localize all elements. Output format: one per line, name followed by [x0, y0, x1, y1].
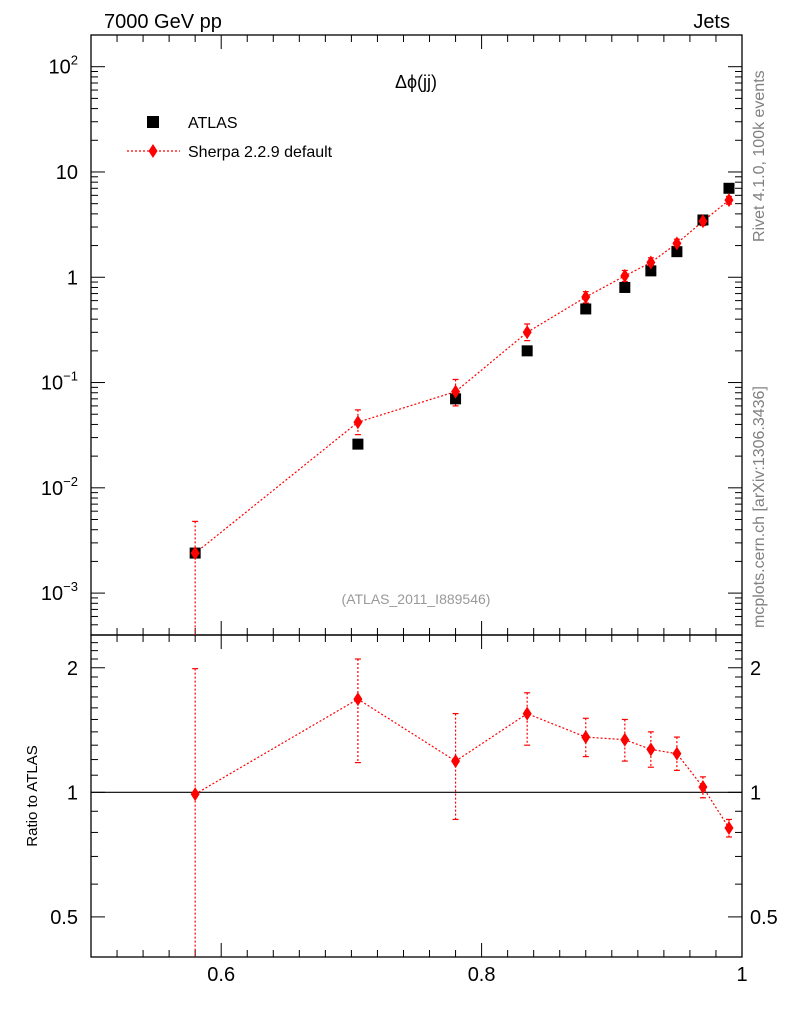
main-ytick-label: 10−3 — [41, 579, 78, 605]
ratio-point — [451, 754, 461, 769]
sherpa-point — [451, 384, 461, 399]
ratio-point — [724, 820, 734, 835]
legend-atlas-label: ATLAS — [188, 115, 238, 132]
main-ytick-label: 10 — [56, 162, 78, 184]
sherpa-point — [190, 546, 200, 561]
legend-sherpa-label: Sherpa 2.2.9 default — [188, 144, 333, 161]
xtick-label: 1 — [736, 964, 747, 986]
ratio-ylabel: Ratio to ATLAS — [24, 745, 41, 846]
main-ytick-label: 1 — [67, 267, 78, 289]
ratio-line — [194, 698, 730, 829]
chart-title: Δϕ(jj) — [395, 72, 437, 92]
ratio-ytick-label-right: 2 — [750, 658, 761, 680]
sherpa-point — [353, 415, 363, 430]
legend-atlas-marker — [147, 116, 159, 128]
sherpa-point — [672, 236, 682, 251]
legend: ATLAS Sherpa 2.2.9 default — [127, 115, 333, 161]
ratio-ytick-label-right: 0.5 — [750, 907, 778, 929]
sherpa-point — [522, 325, 532, 340]
header-left: 7000 GeV pp — [104, 11, 222, 33]
main-plot-data — [189, 182, 735, 635]
ratio-point — [672, 746, 682, 761]
atlas-point — [580, 303, 592, 315]
side-text-bottom: mcplots.cern.ch [arXiv:1306.3436] — [751, 386, 768, 628]
sherpa-point — [646, 255, 656, 270]
ratio-point — [353, 692, 363, 707]
xtick-label: 0.6 — [207, 964, 235, 986]
sherpa-point — [698, 214, 708, 229]
ratio-ytick-label-left: 2 — [67, 658, 78, 680]
side-text-top: Rivet 4.1.0, 100k events — [751, 70, 768, 242]
atlas-point — [645, 265, 657, 277]
ratio-ytick-label-left: 0.5 — [50, 907, 78, 929]
header-right: Jets — [693, 11, 730, 33]
ratio-panel-frame — [90, 634, 743, 958]
ratio-point — [522, 706, 532, 721]
ratio-ytick-label-left: 1 — [67, 782, 78, 804]
xtick-label: 0.8 — [468, 964, 496, 986]
atlas-point — [671, 246, 683, 258]
sherpa-point — [724, 193, 734, 208]
analysis-label: (ATLAS_2011_I889546) — [342, 591, 491, 607]
ratio-point — [646, 742, 656, 757]
sherpa-point — [620, 268, 630, 283]
main-axis-ticks: 10−3 10−2 10−1 1 10 102 — [41, 34, 743, 636]
atlas-point — [521, 345, 533, 357]
ratio-point — [698, 780, 708, 795]
ratio-point — [190, 787, 200, 802]
ratio-point — [620, 732, 630, 747]
ratio-ytick-label-right: 1 — [750, 782, 761, 804]
sherpa-point — [581, 289, 591, 304]
atlas-point — [723, 182, 735, 194]
ratio-plot-data — [190, 658, 734, 957]
ratio-point — [581, 730, 591, 745]
sherpa-line — [194, 199, 730, 554]
legend-sherpa-marker — [148, 144, 158, 158]
main-ytick-label: 102 — [49, 53, 78, 79]
atlas-point — [619, 281, 631, 293]
main-ytick-label: 10−1 — [41, 369, 78, 395]
ratio-axis-ticks: 0.5 0.5 1 1 2 2 0.6 0.8 1 — [50, 634, 778, 986]
atlas-point — [352, 438, 364, 450]
main-ytick-label: 10−2 — [41, 474, 78, 500]
atlas-point — [450, 393, 462, 405]
